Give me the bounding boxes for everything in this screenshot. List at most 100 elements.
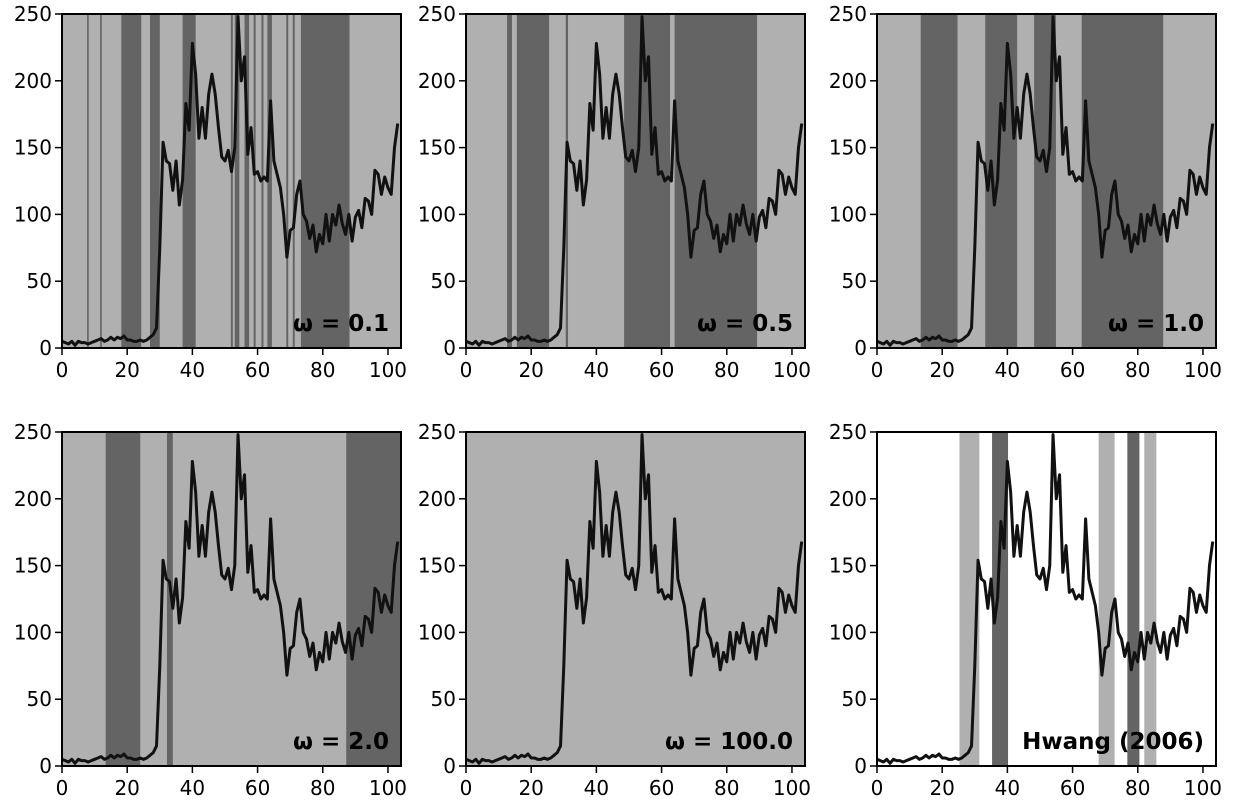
panel: 0 50 100 150 200 250 0 20 40 60 80 100 ω = 0.1: [14, 2, 407, 382]
x-tick-label: 100: [369, 358, 407, 382]
y-tick-label: 200: [14, 69, 52, 93]
y-tick-label: 250: [418, 2, 456, 26]
y-tick-label: 200: [14, 487, 52, 511]
y-tick-label: 0: [854, 754, 867, 778]
annotation: ω = 100.0: [665, 729, 793, 755]
regime-band: [292, 14, 295, 348]
plot-background: [466, 432, 805, 766]
x-tick-label: 60: [649, 358, 674, 382]
y-tick-label: 250: [418, 420, 456, 444]
plot-frame: [876, 13, 1217, 349]
regime-band: [100, 14, 102, 348]
x-tick-label: 80: [310, 776, 335, 800]
y-tick-label: 0: [39, 754, 52, 778]
panel: 0 50 100 150 200 250 0 20 40 60 80 100 ω = 2.0: [14, 420, 407, 800]
x-tick-label: 100: [1184, 358, 1222, 382]
x-tick-label: 20: [114, 358, 139, 382]
x-tick-label: 80: [310, 358, 335, 382]
x-tick-label: 40: [995, 358, 1020, 382]
y-tick-label: 0: [443, 754, 456, 778]
x-tick-label: 20: [929, 358, 954, 382]
x-tick-label: 80: [1125, 358, 1150, 382]
y-tick-label: 200: [829, 487, 867, 511]
y-tick-label: 0: [443, 336, 456, 360]
annotation: ω = 0.1: [293, 311, 389, 337]
y-tick-label: 250: [14, 2, 52, 26]
y-tick-label: 150: [829, 554, 867, 578]
y-tick-label: 100: [829, 620, 867, 644]
regime-band: [1098, 432, 1115, 766]
plot-frame: [61, 13, 402, 349]
x-tick-label: 20: [518, 358, 543, 382]
x-tick-label: 80: [714, 358, 739, 382]
data-line: [465, 433, 804, 765]
panel: 0 50 100 150 200 250 0 20 40 60 80 100 ω = 100.0: [418, 420, 811, 800]
plot-frame: [465, 431, 806, 767]
x-tick-label: 80: [1125, 776, 1150, 800]
y-tick-label: 250: [14, 420, 52, 444]
y-tick-label: 100: [14, 620, 52, 644]
x-tick-label: 0: [460, 358, 473, 382]
y-tick-label: 150: [14, 136, 52, 160]
y-tick-label: 250: [829, 2, 867, 26]
x-tick-label: 40: [180, 358, 205, 382]
annotation: Hwang (2006): [1022, 729, 1204, 755]
data-line: [465, 15, 804, 347]
x-tick-label: 60: [1060, 358, 1085, 382]
y-tick-label: 100: [418, 202, 456, 226]
regime-band: [182, 14, 196, 348]
regime-band: [516, 14, 550, 348]
y-tick-label: 200: [418, 487, 456, 511]
x-tick-label: 80: [714, 776, 739, 800]
y-tick-label: 50: [431, 269, 456, 293]
regime-band: [286, 14, 289, 348]
annotation: ω = 0.5: [697, 311, 793, 337]
x-tick-label: 60: [245, 776, 270, 800]
x-tick-label: 60: [1060, 776, 1085, 800]
y-tick-label: 50: [27, 269, 52, 293]
regime-band: [105, 432, 141, 766]
regime-band: [674, 14, 758, 348]
y-tick-label: 100: [418, 620, 456, 644]
plot-frame: [61, 431, 402, 767]
y-tick-label: 150: [829, 136, 867, 160]
y-tick-label: 50: [842, 687, 867, 711]
regime-band: [1127, 432, 1140, 766]
x-tick-label: 60: [649, 776, 674, 800]
y-tick-label: 200: [829, 69, 867, 93]
y-tick-label: 150: [418, 136, 456, 160]
regime-band: [1144, 432, 1157, 766]
x-tick-label: 0: [871, 776, 884, 800]
y-tick-label: 50: [842, 269, 867, 293]
regime-band: [150, 14, 160, 348]
regime-band: [121, 14, 142, 348]
x-tick-label: 100: [773, 358, 811, 382]
y-tick-label: 0: [39, 336, 52, 360]
annotation: ω = 1.0: [1108, 311, 1204, 337]
regime-band: [230, 14, 233, 348]
annotation: ω = 2.0: [293, 729, 389, 755]
y-tick-label: 250: [829, 420, 867, 444]
y-tick-label: 0: [854, 336, 867, 360]
data-line: [876, 15, 1215, 347]
plot-frame: [465, 13, 806, 349]
regime-band: [166, 432, 173, 766]
x-tick-label: 100: [369, 776, 407, 800]
data-line: [61, 433, 400, 765]
regime-band: [244, 14, 250, 348]
data-line: [61, 15, 400, 347]
x-tick-label: 0: [56, 358, 69, 382]
y-tick-label: 50: [431, 687, 456, 711]
x-tick-label: 40: [995, 776, 1020, 800]
x-tick-label: 40: [584, 358, 609, 382]
x-tick-label: 40: [584, 776, 609, 800]
x-tick-label: 20: [114, 776, 139, 800]
panel: 0 50 100 150 200 250 0 20 40 60 80 100 Hwang (2006): [829, 420, 1222, 800]
regime-band: [253, 14, 256, 348]
plot-frame: [876, 431, 1217, 767]
regime-band: [985, 14, 1018, 348]
x-tick-label: 100: [773, 776, 811, 800]
x-tick-label: 20: [929, 776, 954, 800]
x-tick-label: 100: [1184, 776, 1222, 800]
